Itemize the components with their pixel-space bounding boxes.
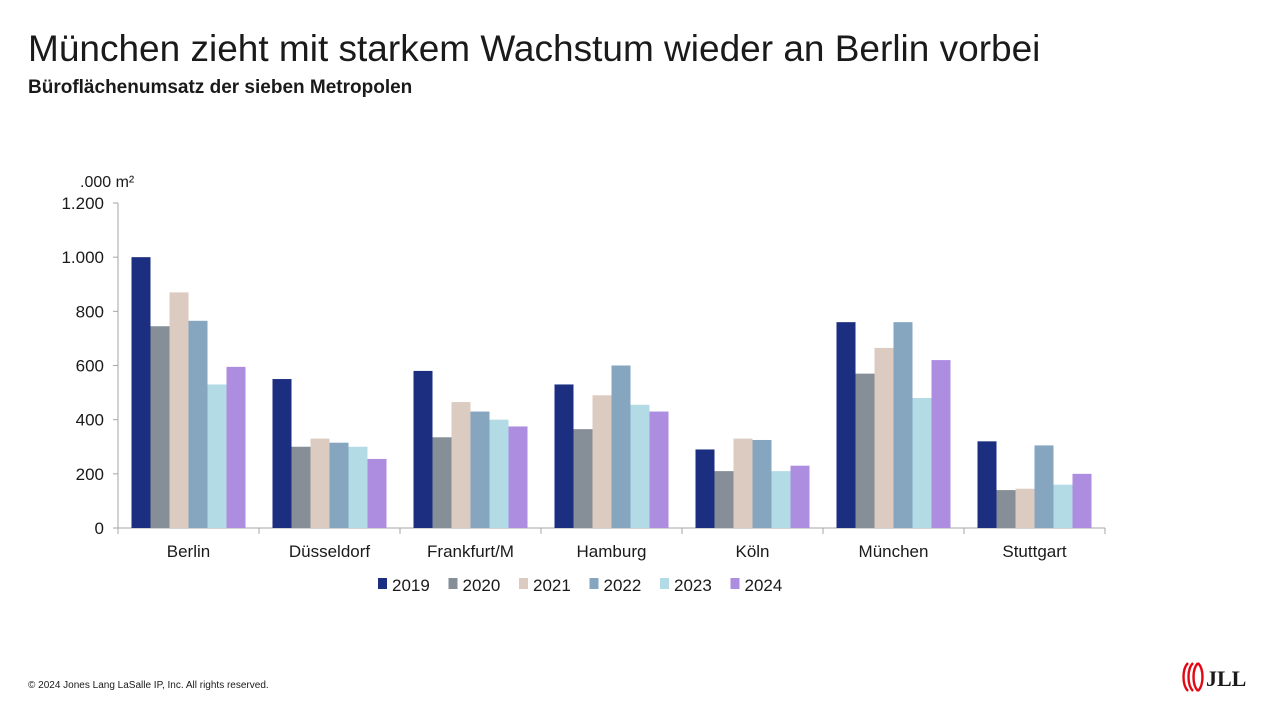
- bar-düsseldorf-2020: [291, 446, 311, 528]
- legend-swatch: [589, 578, 599, 589]
- x-category-label: Düsseldorf: [289, 542, 371, 561]
- y-tick-label: 800: [76, 302, 104, 321]
- bar-stuttgart-2019: [977, 441, 997, 528]
- bar-münchen-2024: [931, 360, 951, 528]
- bar-frankfurt-m-2023: [489, 419, 509, 528]
- legend-swatch: [448, 578, 458, 589]
- bar-stuttgart-2022: [1034, 445, 1054, 528]
- bar-berlin-2023: [207, 384, 227, 528]
- jll-logo-text: JLL: [1206, 666, 1246, 691]
- bar-köln-2019: [695, 449, 715, 528]
- x-category-label: Hamburg: [577, 542, 647, 561]
- bar-düsseldorf-2019: [272, 379, 292, 528]
- bar-köln-2020: [714, 471, 734, 528]
- bar-köln-2024: [790, 465, 810, 528]
- chart-legend: 2019 2020 2021 2022 2023 2024: [378, 576, 782, 595]
- bar-düsseldorf-2022: [329, 442, 349, 528]
- copyright-notice: © 2024 Jones Lang LaSalle IP, Inc. All r…: [28, 680, 269, 691]
- bar-münchen-2019: [836, 322, 856, 528]
- bar-frankfurt-m-2021: [451, 402, 471, 528]
- bar-münchen-2021: [874, 347, 894, 528]
- legend-swatch: [730, 578, 740, 589]
- bar-köln-2022: [752, 439, 772, 528]
- bar-frankfurt-m-2020: [432, 437, 452, 528]
- bar-berlin-2022: [188, 320, 208, 528]
- bar-stuttgart-2023: [1053, 484, 1073, 528]
- jll-logo-mark-icon: [1182, 662, 1204, 692]
- bar-berlin-2020: [150, 326, 170, 528]
- bar-köln-2021: [733, 438, 753, 528]
- bar-stuttgart-2020: [996, 490, 1016, 528]
- legend-label: 2019: [392, 576, 430, 595]
- jll-logo: JLL: [1182, 662, 1246, 692]
- legend-label: 2021: [533, 576, 571, 595]
- legend-swatch: [378, 578, 387, 589]
- x-category-label: Köln: [735, 542, 769, 561]
- x-category-label: Frankfurt/M: [427, 542, 514, 561]
- bar-hamburg-2024: [649, 411, 669, 528]
- page-subtitle: Büroflächenumsatz der sieben Metropolen: [28, 77, 413, 98]
- legend-label: 2020: [463, 576, 501, 595]
- bar-frankfurt-m-2022: [470, 411, 490, 528]
- bar-hamburg-2023: [630, 404, 650, 528]
- y-axis-unit-label: .000 m²: [80, 174, 135, 191]
- bar-stuttgart-2024: [1072, 473, 1092, 528]
- x-category-label: Stuttgart: [1002, 542, 1067, 561]
- bar-frankfurt-m-2024: [508, 426, 528, 528]
- legend-label: 2023: [674, 576, 712, 595]
- bar-berlin-2019: [131, 257, 151, 528]
- chart-axes: 0 200 400 600 800 1.000 1.200 .000 m² Berlin Düss…: [61, 174, 1106, 561]
- y-tick-label: 400: [76, 411, 104, 430]
- y-tick-label: 1.000: [61, 248, 104, 267]
- bar-köln-2023: [771, 471, 791, 528]
- bar-münchen-2022: [893, 322, 913, 528]
- bar-düsseldorf-2021: [310, 438, 330, 528]
- bar-münchen-2023: [912, 398, 932, 528]
- legend-label: 2022: [604, 576, 642, 595]
- bar-stuttgart-2021: [1015, 488, 1035, 528]
- y-tick-label: 200: [76, 465, 104, 484]
- legend-label: 2024: [745, 576, 783, 595]
- y-tick-label: 1.200: [61, 194, 104, 213]
- page-title: München zieht mit starkem Wachstum wiede…: [28, 28, 1041, 69]
- bar-hamburg-2019: [554, 384, 574, 528]
- chart-bars: [131, 257, 1092, 528]
- legend-swatch: [519, 578, 528, 589]
- bar-berlin-2021: [169, 292, 189, 528]
- legend-swatch: [660, 578, 669, 589]
- bar-hamburg-2021: [592, 395, 612, 528]
- bar-hamburg-2022: [611, 365, 631, 528]
- bar-frankfurt-m-2019: [413, 370, 433, 528]
- y-tick-label: 600: [76, 357, 104, 376]
- x-category-label: Berlin: [167, 542, 210, 561]
- bar-berlin-2024: [226, 366, 246, 528]
- bar-hamburg-2020: [573, 429, 593, 528]
- y-tick-label: 0: [95, 519, 104, 538]
- bar-düsseldorf-2023: [348, 446, 368, 528]
- bar-düsseldorf-2024: [367, 458, 387, 528]
- x-category-label: München: [859, 542, 929, 561]
- bar-münchen-2020: [855, 373, 875, 528]
